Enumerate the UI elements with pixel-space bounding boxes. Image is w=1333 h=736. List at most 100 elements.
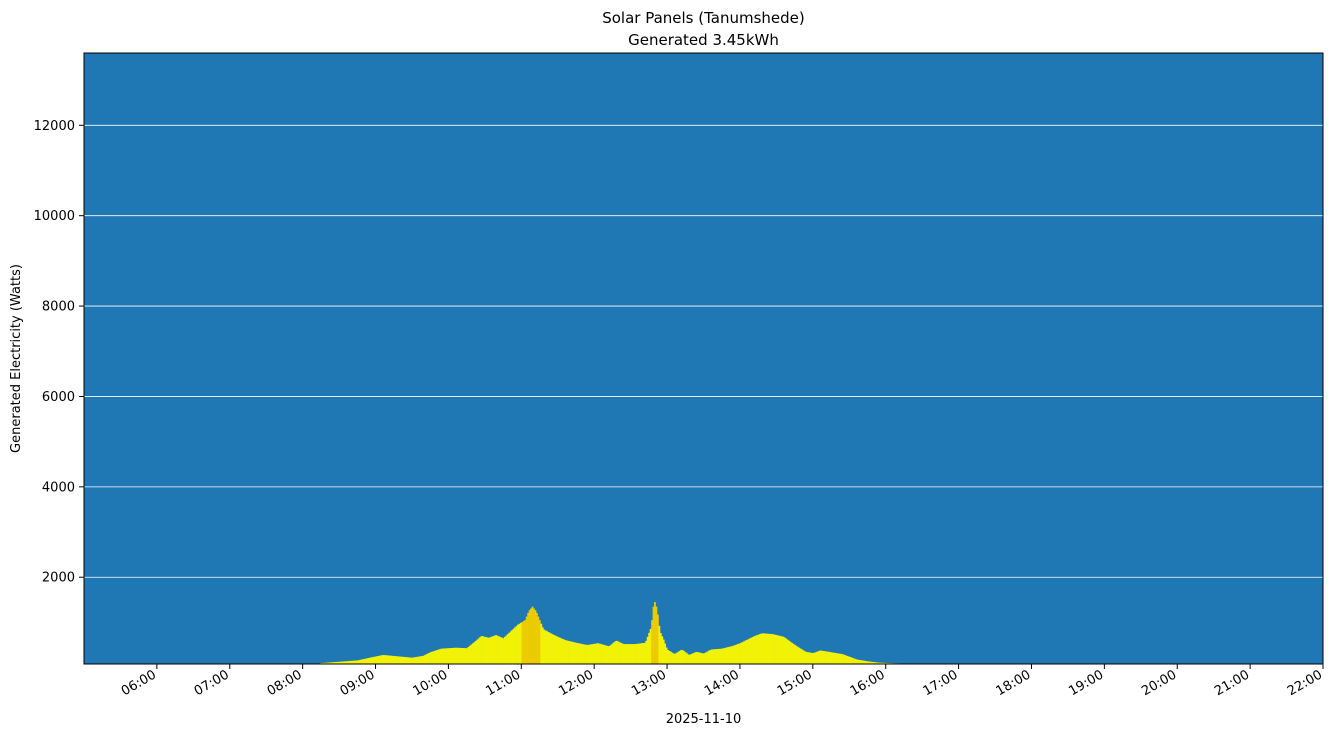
- bar: [324, 662, 327, 664]
- bar: [623, 644, 626, 664]
- bar: [763, 633, 766, 664]
- bar: [759, 634, 761, 664]
- bar: [452, 647, 455, 664]
- bar: [610, 644, 613, 664]
- bar: [326, 662, 328, 664]
- bar: [699, 652, 702, 664]
- bar: [639, 643, 642, 664]
- bar: [697, 652, 700, 664]
- bar: [856, 659, 859, 664]
- bar: [877, 662, 879, 664]
- bar-series: [320, 602, 916, 664]
- bar: [689, 654, 691, 664]
- bar: [667, 649, 669, 664]
- bar: [601, 644, 604, 664]
- bar: [339, 661, 342, 664]
- bar: [691, 653, 694, 664]
- bar: [537, 616, 540, 664]
- bar: [681, 650, 684, 664]
- bar: [541, 627, 544, 664]
- bar: [457, 647, 460, 664]
- bar: [648, 632, 651, 664]
- bar: [858, 659, 860, 664]
- bar: [658, 625, 661, 664]
- bar: [372, 656, 375, 664]
- bar: [584, 644, 586, 664]
- bar: [557, 637, 560, 664]
- bar: [355, 660, 358, 664]
- bar: [530, 608, 532, 664]
- bar: [702, 653, 704, 664]
- bar: [562, 639, 565, 664]
- bar: [598, 643, 601, 664]
- bar: [757, 634, 760, 664]
- bar: [874, 662, 876, 664]
- bar: [381, 655, 384, 664]
- bar: [772, 634, 774, 664]
- bar: [337, 661, 340, 664]
- bar: [742, 641, 745, 664]
- bar: [607, 646, 610, 664]
- bar: [636, 643, 639, 664]
- bar: [611, 643, 614, 664]
- bar: [432, 651, 435, 664]
- bar: [380, 655, 382, 664]
- chart-subtitle: Generated 3.45kWh: [628, 31, 779, 49]
- bar: [728, 646, 731, 664]
- bar: [533, 608, 535, 664]
- bar: [425, 654, 428, 664]
- bar: [705, 652, 707, 664]
- bar: [423, 655, 426, 664]
- bar: [823, 651, 825, 664]
- bar: [700, 653, 703, 664]
- bar: [668, 650, 671, 664]
- bar: [553, 635, 556, 664]
- bar: [431, 651, 433, 664]
- bar: [868, 661, 871, 664]
- bar: [525, 616, 528, 664]
- bar: [366, 658, 369, 664]
- bar: [420, 656, 423, 664]
- bar: [807, 652, 809, 664]
- bar: [496, 635, 499, 664]
- bar: [330, 662, 333, 664]
- bar: [810, 652, 812, 664]
- bar: [505, 635, 508, 664]
- bar: [531, 606, 534, 664]
- bar: [656, 614, 659, 664]
- bar: [522, 621, 525, 664]
- bar: [397, 656, 400, 664]
- bar: [519, 622, 522, 664]
- bar: [412, 657, 414, 664]
- bar: [719, 648, 722, 664]
- bar: [560, 638, 563, 664]
- bar: [345, 661, 347, 664]
- bar: [489, 637, 492, 664]
- bar: [622, 643, 624, 664]
- bar: [619, 642, 621, 664]
- bar: [664, 643, 667, 664]
- bar: [582, 644, 585, 664]
- bar: [499, 636, 502, 664]
- bar: [543, 629, 546, 664]
- bar: [406, 657, 409, 664]
- bar: [413, 657, 416, 664]
- bar: [620, 643, 623, 664]
- bar: [665, 647, 668, 664]
- bar: [572, 642, 575, 664]
- bar: [467, 647, 470, 664]
- bar: [575, 642, 578, 664]
- x-tick-label: 11:00: [483, 667, 523, 699]
- bar: [377, 656, 379, 664]
- bar: [336, 661, 339, 664]
- bar: [753, 636, 755, 664]
- bar: [712, 649, 715, 664]
- bar: [626, 644, 629, 664]
- bar: [708, 650, 710, 664]
- bar: [476, 639, 479, 664]
- bar: [410, 657, 413, 664]
- bar: [433, 650, 436, 664]
- bar: [495, 635, 497, 664]
- bar: [738, 643, 741, 664]
- bar: [502, 638, 505, 664]
